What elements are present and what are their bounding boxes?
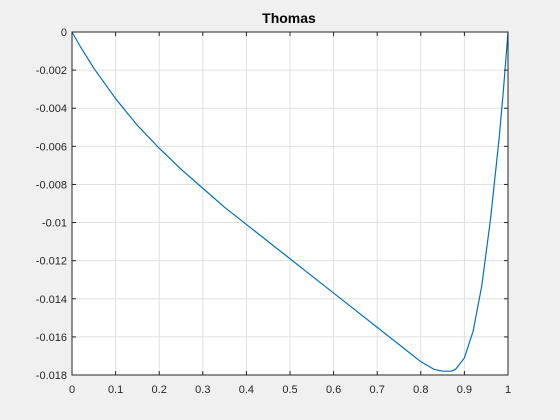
x-tick-label: 1 xyxy=(505,384,511,396)
y-tick-label: 0 xyxy=(61,27,67,39)
y-tick-label: -0.016 xyxy=(36,332,67,344)
y-tick-label: -0.012 xyxy=(36,256,67,268)
x-tick-label: 0.7 xyxy=(370,384,385,396)
x-tick-label: 0.3 xyxy=(195,384,210,396)
y-tick-label: -0.008 xyxy=(36,179,67,191)
x-tick-label: 0.6 xyxy=(326,384,341,396)
y-tick-label: -0.002 xyxy=(36,65,67,77)
chart-title: Thomas xyxy=(262,10,316,26)
x-tick-label: 0.8 xyxy=(413,384,428,396)
x-tick-label: 0.2 xyxy=(152,384,167,396)
y-tick-label: -0.004 xyxy=(36,103,67,115)
y-tick-label: -0.014 xyxy=(36,294,67,306)
y-tick-label: -0.006 xyxy=(36,141,67,153)
x-tick-label: 0.1 xyxy=(108,384,123,396)
x-tick-label: 0.4 xyxy=(239,384,254,396)
plot-area xyxy=(71,31,509,372)
tick-labels: 0 0.1 0.2 0.3 0.4 0.5 0.6 0.7 0.8 0.9 1 0 -0.002 -0.0… xyxy=(36,27,511,396)
y-tick-label: -0.018 xyxy=(36,370,67,382)
x-tick-label: 0.9 xyxy=(457,384,472,396)
x-tick-label: 0.5 xyxy=(282,384,297,396)
x-tick-label: 0 xyxy=(69,384,75,396)
axis-ticks xyxy=(71,31,509,376)
y-tick-label: -0.01 xyxy=(42,218,67,230)
series-line xyxy=(71,31,509,372)
